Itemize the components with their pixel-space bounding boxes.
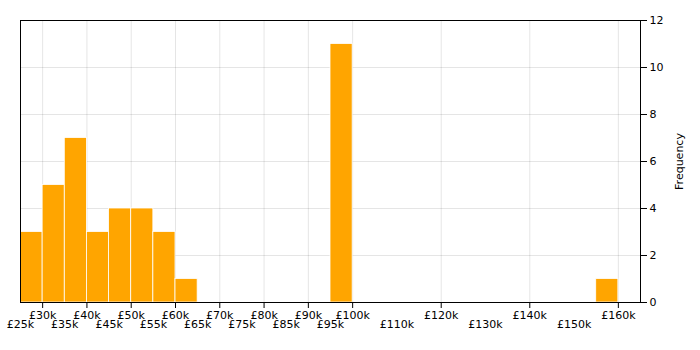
svg-text:£70k: £70k — [206, 309, 234, 323]
svg-text:£40k: £40k — [73, 309, 101, 323]
svg-text:£120k: £120k — [424, 309, 459, 322]
svg-text:£75k: £75k — [228, 318, 256, 331]
svg-text:£140k: £140k — [513, 309, 548, 322]
svg-text:£110k: £110k — [380, 318, 415, 331]
svg-text:£150k: £150k — [557, 318, 592, 331]
svg-text:8: 8 — [650, 108, 657, 121]
svg-text:£60k: £60k — [161, 309, 190, 323]
svg-text:£65k: £65k — [184, 318, 212, 331]
svg-text:£130k: £130k — [468, 318, 503, 331]
svg-text:£85k: £85k — [273, 318, 301, 331]
svg-text:£160k: £160k — [601, 309, 636, 322]
svg-text:£100k: £100k — [335, 309, 370, 323]
svg-text:Frequency: Frequency — [673, 133, 686, 190]
svg-text:£55k: £55k — [140, 318, 168, 331]
svg-text:12: 12 — [650, 14, 664, 27]
svg-text:2: 2 — [650, 249, 657, 262]
svg-text:10: 10 — [650, 61, 664, 74]
svg-text:£45k: £45k — [95, 318, 123, 331]
svg-text:£50k: £50k — [117, 309, 145, 323]
svg-text:£30k: £30k — [29, 309, 57, 323]
svg-text:£90k: £90k — [294, 309, 322, 323]
svg-text:0: 0 — [650, 296, 657, 309]
svg-text:£25k: £25k — [7, 318, 35, 331]
svg-text:£95k: £95k — [317, 318, 345, 331]
svg-text:£35k: £35k — [51, 318, 79, 331]
svg-text:£80k: £80k — [250, 309, 278, 323]
svg-text:4: 4 — [650, 202, 657, 215]
svg-text:6: 6 — [650, 155, 657, 168]
